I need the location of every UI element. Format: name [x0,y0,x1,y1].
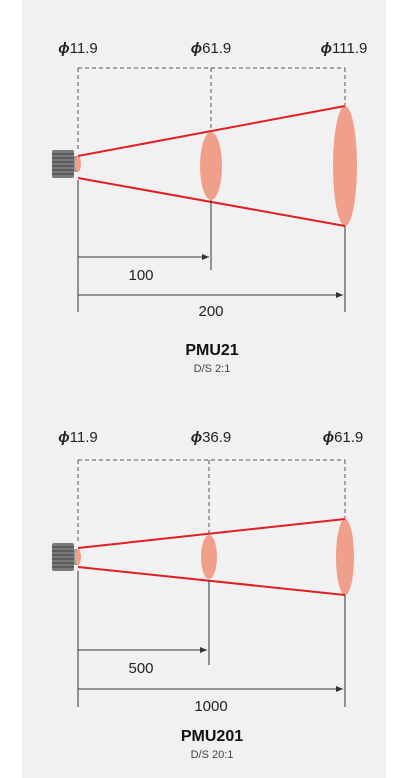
distance-lines [77,180,346,312]
ds-ratio: D/S 2:1 [194,363,231,375]
spot-ellipse-2 [201,535,217,579]
spot-ellipse-2 [200,132,222,200]
spot-label-3: ϕ61.9 [323,429,364,446]
diagram-pmu201: ϕ11.9 ϕ36.9 ϕ61.9 [52,429,363,761]
spot-label-1: ϕ11.9 [58,40,97,57]
model-title: PMU21 [185,342,238,359]
diagram-pmu21: ϕ11.9 ϕ61.9 ϕ111.9 [52,40,367,375]
spot-ellipse-3 [336,519,354,595]
distance-label-2: 200 [198,303,223,320]
spot-label-3: ϕ111.9 [321,40,368,57]
ds-ratio: D/S 20:1 [191,749,234,761]
distance-lines [77,571,346,707]
spot-label-2: ϕ36.9 [191,429,232,446]
model-title: PMU201 [181,728,243,745]
sensor-head-icon [52,150,79,178]
sensor-head-icon [52,543,79,571]
spot-label-2: ϕ61.9 [191,40,232,57]
beam-cone [77,518,346,596]
spot-ellipse-1 [75,156,81,172]
dashed-guides [77,67,346,152]
distance-label-1: 100 [128,267,153,284]
spot-ellipse-3 [333,106,357,226]
distance-label-2: 1000 [194,698,227,715]
distance-label-1: 500 [128,660,153,677]
spot-ellipse-1 [75,549,81,565]
dashed-guides [77,459,346,543]
spot-label-1: ϕ11.9 [58,429,97,446]
